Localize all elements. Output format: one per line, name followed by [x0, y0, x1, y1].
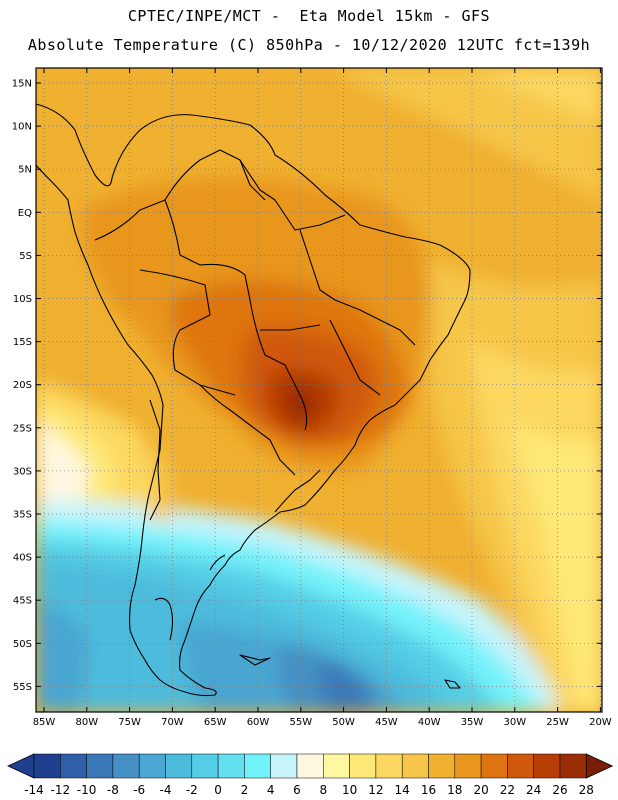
colorbar-label: 12: [368, 783, 383, 797]
lat-label: 20S: [13, 380, 32, 391]
colorbar-swatch: [165, 753, 193, 779]
lon-label: 25W: [546, 717, 569, 728]
lat-label: 55S: [13, 682, 32, 693]
lat-label: 35S: [13, 510, 32, 521]
colorbar-swatch: [33, 753, 61, 779]
colorbar-label: -4: [160, 783, 172, 797]
lat-label: 5N: [18, 165, 32, 176]
graticule: [36, 68, 602, 712]
colorbar-label: 6: [293, 783, 301, 797]
lat-label: 15S: [13, 337, 32, 348]
colorbar-swatch: [270, 753, 298, 779]
lat-label: 10N: [12, 122, 32, 133]
lat-label: 25S: [13, 423, 32, 434]
colorbar-swatch: [507, 753, 534, 779]
lon-label: 85W: [33, 717, 56, 728]
lat-label: 10S: [13, 294, 32, 305]
latitude-labels: 15N 10N 5N EQ 5S 10S 15S 20S 25S 30S 35S 40S 45S 50S 5…: [12, 79, 32, 693]
colorbar-label: 20: [473, 783, 488, 797]
colorbar-swatch: [401, 753, 429, 779]
lon-label: 50W: [332, 717, 355, 728]
lon-label: 75W: [118, 717, 141, 728]
colorbar-swatch: [323, 753, 350, 779]
lon-label: 70W: [161, 717, 184, 728]
lon-label: 65W: [204, 717, 227, 728]
lat-label: 15N: [12, 79, 32, 90]
lon-label: 40W: [418, 717, 441, 728]
colorbar-swatch: [296, 753, 324, 779]
colorbar-label: -10: [77, 783, 97, 797]
colorbar-swatch: [112, 753, 140, 779]
colorbar-swatch: [138, 753, 166, 779]
colorbar-label: -14: [24, 783, 44, 797]
lon-label: 20W: [589, 717, 612, 728]
colorbar-label: 4: [267, 783, 275, 797]
colorbar-swatch: [349, 753, 377, 779]
colorbar-swatch: [191, 753, 219, 779]
colorbar-label: 18: [447, 783, 462, 797]
lon-label: 30W: [503, 717, 526, 728]
colorbar-swatch: [454, 753, 482, 779]
lon-label: 55W: [289, 717, 312, 728]
colorbar-swatch: [375, 753, 403, 779]
colorbar-label: -2: [186, 783, 198, 797]
lon-label: 35W: [461, 717, 484, 728]
colorbar-label: 14: [395, 783, 410, 797]
colorbar-label: 0: [214, 783, 222, 797]
colorbar-label: 2: [241, 783, 249, 797]
colorbar-label: -6: [133, 783, 145, 797]
lat-label: 5S: [19, 251, 32, 262]
lon-label: 80W: [75, 717, 98, 728]
colorbar-label: 10: [342, 783, 357, 797]
colorbar-arrow-high: [585, 753, 614, 779]
lon-label: 45W: [375, 717, 398, 728]
lat-label: 45S: [13, 596, 32, 607]
axis-ticks: [36, 68, 602, 712]
lat-label: 40S: [13, 553, 32, 564]
coastlines: [35, 103, 471, 697]
colorbar-swatch: [533, 753, 561, 779]
colorbar-swatch: [559, 753, 587, 779]
colorbar-swatch: [244, 753, 271, 779]
colorbar-swatch: [428, 753, 456, 779]
temperature-field: [36, 68, 602, 712]
lat-label: 50S: [13, 639, 32, 650]
colorbar-label: 16: [421, 783, 436, 797]
map-frame: [35, 67, 603, 713]
colorbar-arrow-low: [7, 753, 35, 779]
colorbar-label: 26: [552, 783, 567, 797]
lat-label: EQ: [18, 208, 32, 219]
lat-label: 30S: [13, 466, 32, 477]
colorbar: -14 -12 -10 -8 -6 -4 -2 0 2 4 6 8 10 12 14 16 18 20 22 24 26…: [7, 753, 614, 797]
colorbar-label: 24: [526, 783, 541, 797]
colorbar-swatch: [217, 753, 245, 779]
colorbar-label: 8: [319, 783, 327, 797]
longitude-labels: 85W 80W 75W 70W 65W 60W 55W 50W 45W 40W 35W 30W 25W 2…: [33, 717, 612, 728]
colorbar-label: -12: [50, 783, 70, 797]
colorbar-label: 28: [579, 783, 594, 797]
colorbar-swatch: [86, 753, 114, 779]
chart-title-line-2: Absolute Temperature (C) 850hPa - 10/12/…: [27, 36, 591, 54]
colorbar-label: -8: [107, 783, 119, 797]
colorbar-swatch: [60, 753, 87, 779]
colorbar-swatch: [480, 753, 508, 779]
lon-label: 60W: [247, 717, 270, 728]
colorbar-label: 22: [500, 783, 515, 797]
chart-title-line-1: CPTEC/INPE/MCT - Eta Model 15km - GFS: [127, 7, 491, 25]
